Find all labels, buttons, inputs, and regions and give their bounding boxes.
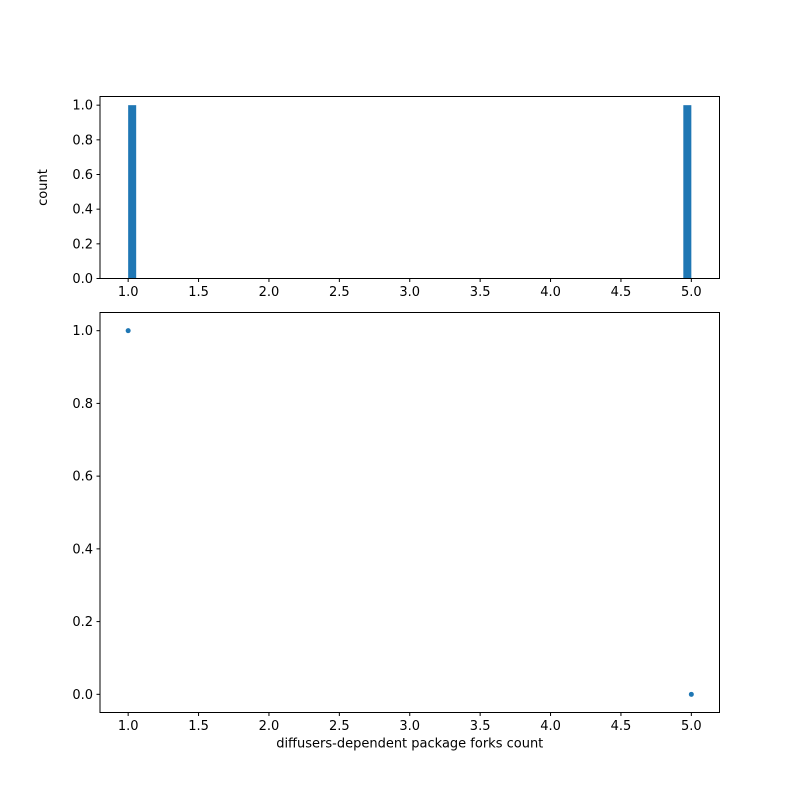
y-tick-label: 0.4 [72,203,93,218]
axes-frame [99,312,720,713]
y-tick-label: 0.6 [72,168,93,183]
x-tick-label: 1.5 [188,285,209,300]
y-tick-label: 1.0 [72,99,93,114]
axes-frame [99,96,720,279]
x-tick-label: 4.0 [540,285,561,300]
x-tick-label: 3.0 [399,285,420,300]
x-tick-label: 3.5 [470,285,491,300]
x-tick-label: 5.0 [681,719,702,734]
y-tick-label: 0.0 [72,688,93,703]
histogram-bar [128,105,137,279]
scatter-point [125,328,131,334]
x-tick-label: 4.0 [540,719,561,734]
x-tick-label: 1.0 [118,285,139,300]
x-tick-label: 4.5 [611,285,632,300]
y-tick-label: 0.8 [72,397,93,412]
y-tick-label: 0.4 [72,542,93,557]
x-tick-label: 4.5 [611,719,632,734]
x-tick-label: 2.5 [329,719,350,734]
x-tick-label: 2.0 [259,285,280,300]
y-tick-label: 0.0 [72,272,93,287]
y-tick-label: 0.8 [72,133,93,148]
histogram-bar [683,105,692,279]
x-axis-label: diffusers-dependent package forks count [276,737,543,752]
x-tick-label: 5.0 [681,285,702,300]
x-tick-label: 2.5 [329,285,350,300]
y-axis-label: count [36,169,51,206]
y-tick-label: 1.0 [72,324,93,339]
scatter-point [688,691,694,697]
y-tick-label: 0.6 [72,470,93,485]
x-tick-label: 3.0 [399,719,420,734]
x-tick-label: 2.0 [259,719,280,734]
x-tick-label: 3.5 [470,719,491,734]
x-tick-label: 1.0 [118,719,139,734]
x-tick-label: 1.5 [188,719,209,734]
y-tick-label: 0.2 [72,237,93,252]
y-tick-label: 0.2 [72,615,93,630]
